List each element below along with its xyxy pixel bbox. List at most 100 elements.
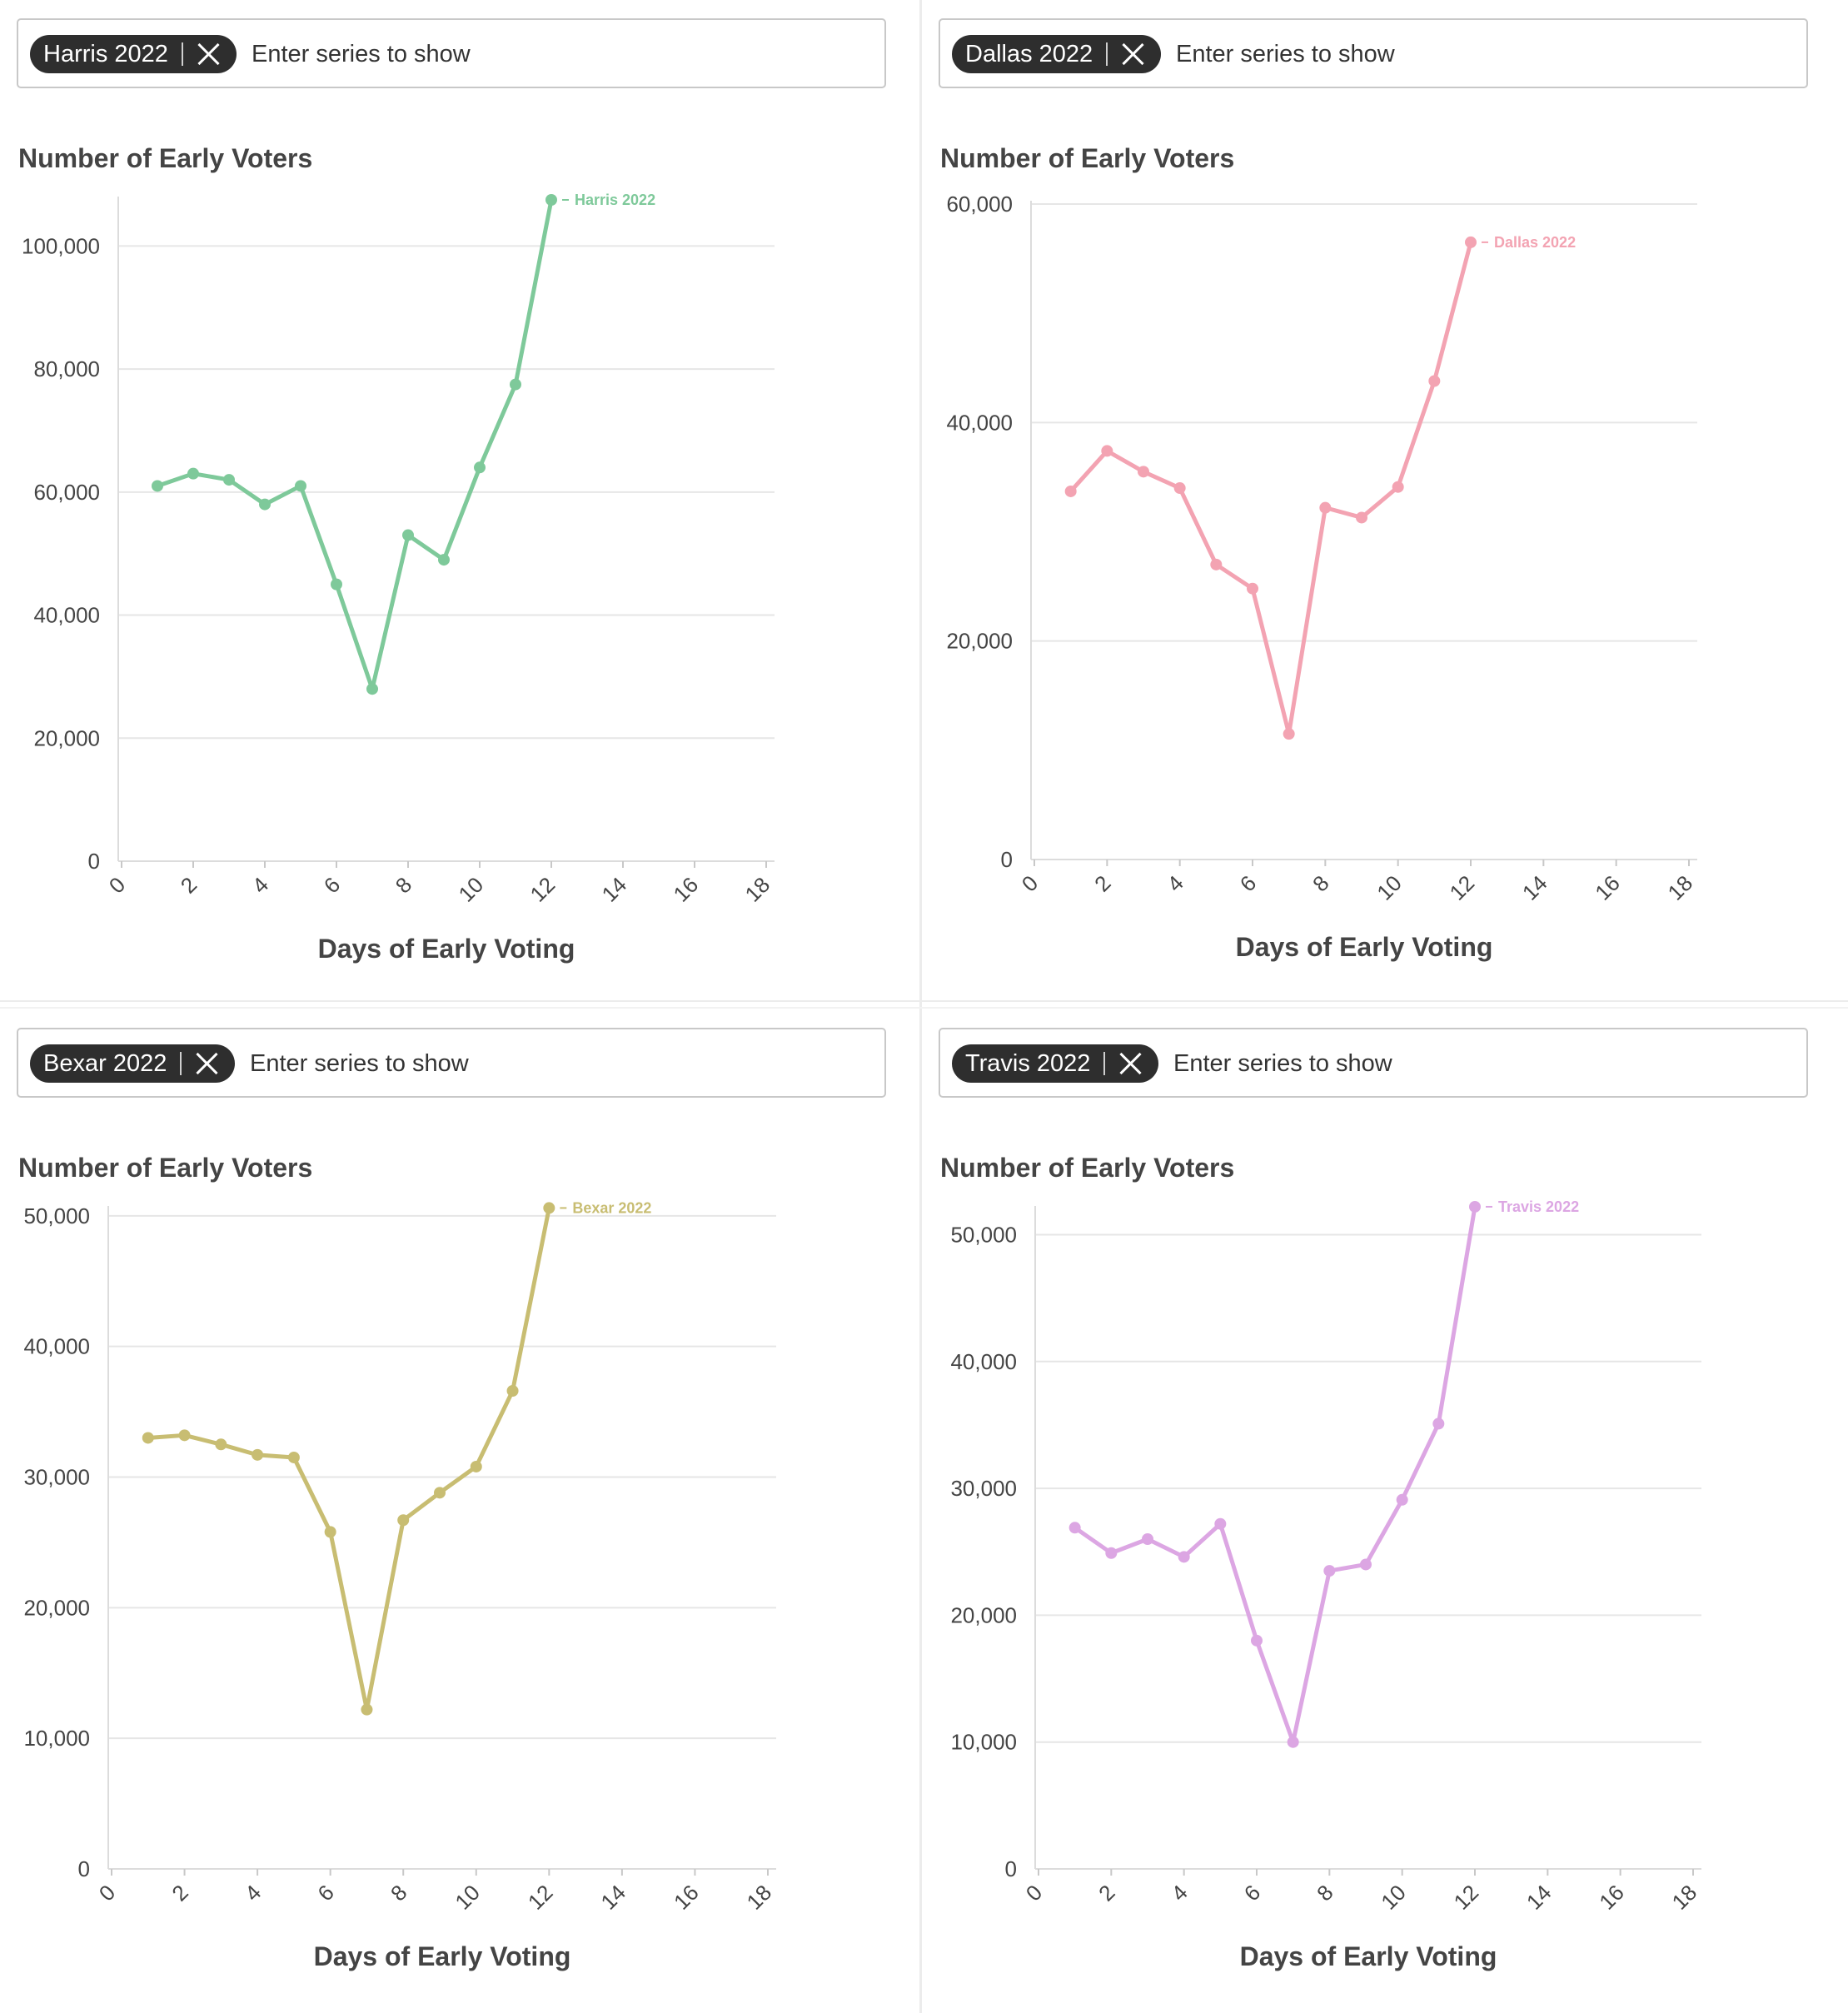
data-point	[366, 683, 378, 695]
y-tick-label: 20,000	[23, 1595, 90, 1620]
data-point	[1323, 1565, 1336, 1577]
data-point	[397, 1514, 410, 1527]
series-chip-label: Bexar 2022	[43, 1049, 167, 1077]
series-chip[interactable]: Dallas 2022	[952, 35, 1162, 73]
data-point	[1210, 558, 1223, 571]
y-tick-label: 0	[78, 1856, 90, 1881]
series-selector: Harris 2022	[17, 18, 886, 88]
chip-separator	[1106, 42, 1108, 66]
line-chart: 0 20,000 40,000 60,000 80,000 100,000 0 2 4 6 8 10 1…	[22, 192, 775, 964]
data-point	[287, 1451, 300, 1463]
data-point	[1428, 375, 1441, 387]
x-tick-label: 6	[1235, 870, 1261, 896]
x-tick-label: 4	[1162, 870, 1188, 896]
y-tick-label: 40,000	[950, 1349, 1017, 1374]
x-tick-label: 14	[597, 872, 632, 907]
y-axis-title: Number of Early Voters	[940, 143, 1235, 173]
series-chip-label: Harris 2022	[43, 40, 168, 67]
y-tick-label: 40,000	[946, 410, 1013, 435]
data-point	[506, 1384, 519, 1397]
series-end-label: Bexar 2022	[572, 1199, 651, 1216]
data-point	[1360, 1558, 1372, 1571]
x-tick-label: 8	[1308, 870, 1333, 896]
y-tick-label: 20,000	[33, 725, 100, 750]
series-line	[155, 197, 554, 691]
x-tick-label: 14	[1517, 870, 1552, 905]
x-tick-label: 0	[1021, 1880, 1047, 1906]
data-point	[1247, 582, 1258, 595]
y-tick-label: 40,000	[33, 603, 100, 628]
data-point	[543, 1202, 555, 1214]
data-point	[1432, 1418, 1445, 1430]
data-point	[1142, 1533, 1153, 1545]
series-chip[interactable]: Travis 2022	[952, 1044, 1159, 1083]
data-point	[1178, 1551, 1190, 1563]
data-point	[1465, 236, 1477, 248]
x-axis-title: Days of Early Voting	[314, 1941, 571, 1971]
series-end-label: Dallas 2022	[1494, 234, 1576, 251]
data-point	[1469, 1200, 1481, 1213]
x-tick-label: 18	[742, 1880, 777, 1915]
data-point	[545, 194, 557, 206]
data-point	[295, 480, 306, 492]
data-point	[1392, 481, 1404, 493]
x-tick-label: 18	[1663, 870, 1698, 905]
series-chip[interactable]: Harris 2022	[30, 35, 237, 73]
x-tick-label: 14	[595, 1880, 630, 1915]
data-point	[474, 461, 486, 474]
y-axis-title: Number of Early Voters	[18, 143, 313, 173]
data-point	[1064, 485, 1077, 497]
y-tick-label: 10,000	[23, 1726, 90, 1751]
y-tick-label: 20,000	[950, 1602, 1017, 1627]
x-tick-label: 8	[391, 872, 416, 898]
y-tick-label: 60,000	[33, 480, 100, 505]
chart-panel-bexar: Bexar 2022 Number of Early Voters 0 10,000 2…	[0, 1009, 919, 2013]
series-line	[1068, 240, 1473, 736]
series-chip-label: Travis 2022	[965, 1049, 1091, 1077]
x-tick-label: 2	[1089, 870, 1115, 896]
x-tick-label: 10	[1376, 1880, 1411, 1915]
y-tick-label: 0	[1001, 847, 1013, 872]
y-tick-label: 30,000	[23, 1465, 90, 1490]
x-tick-label: 16	[669, 1880, 704, 1915]
x-tick-label: 12	[1449, 1880, 1484, 1915]
data-point	[215, 1438, 227, 1451]
series-selector: Travis 2022	[939, 1028, 1808, 1098]
x-tick-label: 8	[1312, 1880, 1337, 1906]
data-point	[1319, 501, 1332, 514]
line-chart: 0 10,000 20,000 30,000 40,000 50,000 0 2 4 6 8 10 12…	[950, 1198, 1701, 1971]
x-tick-label: 0	[104, 872, 130, 898]
x-axis-title: Days of Early Voting	[1240, 1941, 1497, 1971]
y-axis-title: Number of Early Voters	[18, 1153, 313, 1183]
x-tick-label: 14	[1522, 1880, 1557, 1915]
x-tick-label: 6	[1239, 1880, 1265, 1906]
horizontal-divider	[0, 1000, 1848, 1009]
data-point	[324, 1526, 336, 1538]
series-chip[interactable]: Bexar 2022	[30, 1044, 236, 1083]
y-tick-label: 30,000	[950, 1476, 1017, 1501]
x-tick-label: 12	[526, 872, 560, 907]
x-tick-label: 10	[450, 1880, 485, 1915]
series-search-input[interactable]	[1176, 38, 1559, 70]
data-point	[223, 474, 235, 486]
data-point	[1105, 1547, 1118, 1559]
y-tick-label: 100,000	[22, 233, 100, 258]
x-tick-label: 16	[1590, 870, 1625, 905]
x-tick-label: 6	[319, 872, 345, 898]
data-point	[510, 378, 521, 391]
series-search-input[interactable]	[1173, 1048, 1557, 1079]
y-tick-label: 20,000	[946, 629, 1013, 654]
x-tick-label: 6	[312, 1880, 338, 1906]
y-tick-label: 10,000	[950, 1730, 1017, 1755]
vertical-divider	[919, 0, 922, 2013]
x-tick-label: 2	[167, 1880, 192, 1906]
data-point	[434, 1487, 446, 1499]
data-point	[1287, 1736, 1299, 1748]
x-tick-label: 2	[176, 872, 202, 898]
series-search-input[interactable]	[250, 1048, 633, 1079]
series-selector: Bexar 2022	[17, 1028, 886, 1098]
x-tick-label: 10	[1372, 870, 1407, 905]
series-search-input[interactable]	[252, 38, 635, 70]
x-tick-label: 18	[740, 872, 775, 907]
x-tick-label: 10	[454, 872, 489, 907]
